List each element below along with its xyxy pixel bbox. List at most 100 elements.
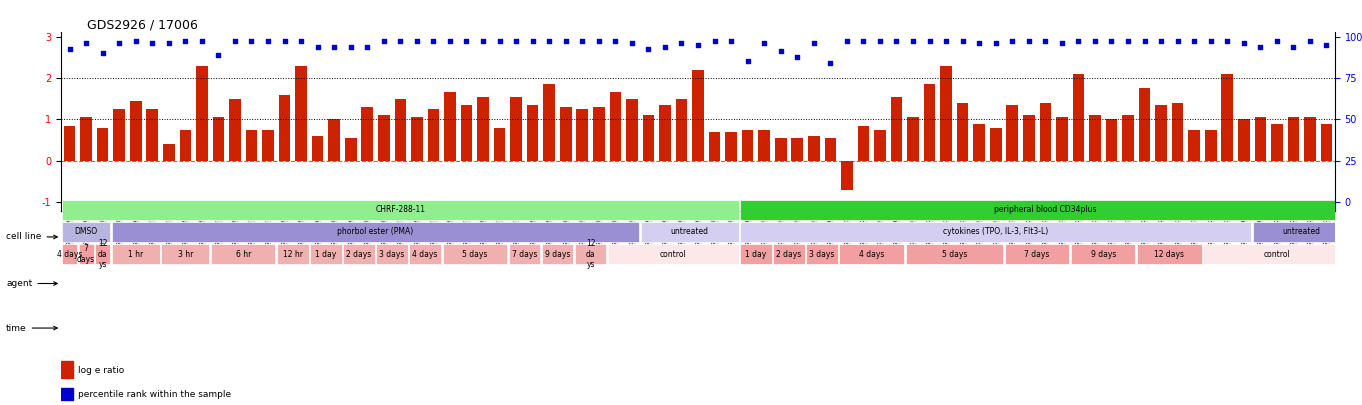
Bar bbox=[842, 161, 853, 190]
FancyBboxPatch shape bbox=[740, 222, 1252, 242]
Point bbox=[1216, 37, 1238, 44]
Bar bbox=[1222, 74, 1233, 161]
Text: 7 days: 7 days bbox=[1024, 249, 1050, 259]
Text: CHRF-288-11: CHRF-288-11 bbox=[376, 205, 425, 214]
Bar bbox=[974, 124, 985, 161]
Bar bbox=[1287, 117, 1299, 161]
Point bbox=[1068, 37, 1090, 44]
Bar bbox=[560, 107, 572, 161]
Point bbox=[1100, 37, 1122, 44]
Bar bbox=[1039, 103, 1051, 161]
Text: 4 days: 4 days bbox=[859, 249, 884, 259]
Text: peripheral blood CD34plus: peripheral blood CD34plus bbox=[994, 205, 1096, 214]
Point bbox=[174, 37, 196, 44]
Bar bbox=[742, 130, 753, 161]
Point bbox=[274, 37, 296, 44]
Point bbox=[919, 37, 941, 44]
Text: 7 days: 7 days bbox=[512, 249, 537, 259]
FancyBboxPatch shape bbox=[211, 244, 275, 264]
FancyBboxPatch shape bbox=[376, 244, 407, 264]
Bar bbox=[1189, 130, 1200, 161]
FancyBboxPatch shape bbox=[740, 244, 772, 264]
Point bbox=[1051, 40, 1073, 46]
Point bbox=[223, 37, 247, 44]
FancyBboxPatch shape bbox=[79, 244, 94, 264]
Bar bbox=[511, 97, 522, 161]
Bar bbox=[824, 138, 836, 161]
Point bbox=[869, 37, 891, 44]
Point bbox=[786, 54, 808, 60]
FancyBboxPatch shape bbox=[443, 244, 507, 264]
Point bbox=[952, 37, 974, 44]
Point bbox=[1299, 37, 1321, 44]
FancyBboxPatch shape bbox=[343, 244, 375, 264]
Bar bbox=[411, 117, 422, 161]
Point bbox=[902, 37, 923, 44]
Point bbox=[439, 37, 460, 44]
Point bbox=[1233, 40, 1254, 46]
Point bbox=[505, 37, 527, 44]
Point bbox=[753, 40, 775, 46]
Point bbox=[572, 37, 594, 44]
Point bbox=[340, 44, 362, 50]
Text: 5 days: 5 days bbox=[941, 249, 967, 259]
FancyBboxPatch shape bbox=[1005, 244, 1069, 264]
Point bbox=[554, 37, 576, 44]
Text: control: control bbox=[659, 249, 686, 259]
Bar bbox=[1321, 124, 1332, 161]
Text: 7
days: 7 days bbox=[78, 245, 95, 264]
FancyBboxPatch shape bbox=[1203, 244, 1351, 264]
Bar bbox=[1007, 105, 1017, 161]
Bar bbox=[1023, 115, 1035, 161]
Bar bbox=[610, 92, 621, 161]
Text: 1 hr: 1 hr bbox=[128, 249, 143, 259]
FancyBboxPatch shape bbox=[112, 244, 159, 264]
Point bbox=[125, 37, 147, 44]
Bar bbox=[245, 130, 257, 161]
FancyBboxPatch shape bbox=[774, 244, 805, 264]
Bar bbox=[428, 109, 439, 161]
FancyBboxPatch shape bbox=[1071, 244, 1136, 264]
Text: control: control bbox=[1264, 249, 1290, 259]
Text: DMSO: DMSO bbox=[75, 227, 98, 237]
Bar bbox=[627, 99, 637, 161]
Bar bbox=[726, 132, 737, 161]
Text: 9 days: 9 days bbox=[545, 249, 571, 259]
FancyBboxPatch shape bbox=[63, 200, 738, 220]
Bar bbox=[61, 361, 74, 378]
Bar bbox=[1122, 115, 1133, 161]
Bar bbox=[312, 136, 323, 161]
Bar bbox=[1106, 119, 1117, 161]
Point bbox=[985, 40, 1007, 46]
Bar bbox=[1271, 124, 1283, 161]
Bar bbox=[990, 128, 1001, 161]
Point bbox=[422, 37, 444, 44]
Bar bbox=[361, 107, 373, 161]
Bar bbox=[279, 94, 290, 161]
Bar bbox=[1205, 130, 1216, 161]
FancyBboxPatch shape bbox=[161, 244, 210, 264]
Point bbox=[473, 37, 494, 44]
Bar bbox=[212, 117, 225, 161]
FancyBboxPatch shape bbox=[906, 244, 1004, 264]
Text: 6 hr: 6 hr bbox=[236, 249, 251, 259]
Text: 4 days: 4 days bbox=[57, 249, 82, 259]
Point bbox=[257, 37, 279, 44]
Bar bbox=[163, 144, 174, 161]
Bar bbox=[1139, 88, 1151, 161]
Text: percentile rank within the sample: percentile rank within the sample bbox=[78, 390, 232, 399]
Bar bbox=[263, 130, 274, 161]
Bar bbox=[527, 105, 538, 161]
Point bbox=[704, 37, 726, 44]
Bar bbox=[759, 130, 770, 161]
Point bbox=[1017, 37, 1039, 44]
Text: phorbol ester (PMA): phorbol ester (PMA) bbox=[338, 227, 414, 237]
Point bbox=[373, 37, 395, 44]
Bar bbox=[64, 126, 75, 161]
Point bbox=[1184, 37, 1205, 44]
Bar bbox=[576, 109, 588, 161]
FancyBboxPatch shape bbox=[95, 244, 110, 264]
Point bbox=[357, 44, 379, 50]
Point bbox=[621, 40, 643, 46]
Point bbox=[1001, 37, 1023, 44]
